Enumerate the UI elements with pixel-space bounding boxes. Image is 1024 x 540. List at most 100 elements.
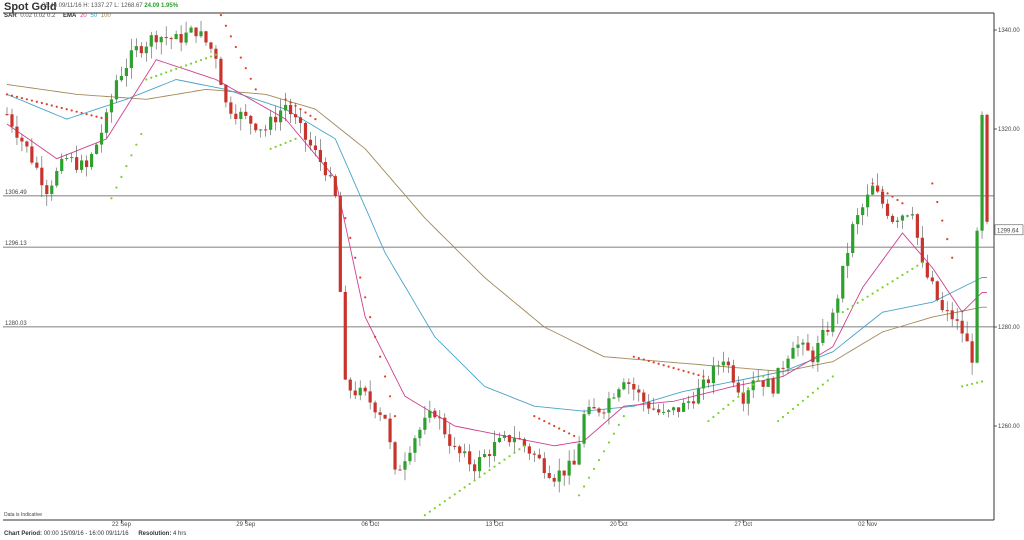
candle: [328, 167, 332, 179]
candle-body: [985, 114, 989, 222]
sar-dot: [856, 301, 859, 304]
candle: [597, 406, 601, 417]
candle: [308, 131, 313, 151]
candle: [875, 173, 880, 193]
sar-dot: [423, 514, 426, 517]
candle: [716, 360, 720, 376]
sar-dot: [383, 375, 387, 378]
candle: [343, 285, 347, 381]
candle-body: [761, 380, 765, 387]
candle-body: [443, 417, 447, 435]
candle: [965, 321, 969, 342]
sar-dot: [224, 24, 227, 27]
candle: [40, 156, 44, 198]
sar-dot: [219, 14, 223, 17]
sar-dot: [110, 197, 113, 200]
candle: [960, 309, 964, 343]
candle-body: [980, 114, 984, 231]
candle: [84, 155, 89, 177]
candle-body: [274, 116, 278, 123]
candle-body: [20, 137, 24, 142]
sar-dot: [946, 238, 949, 241]
candle: [950, 302, 954, 327]
candle: [358, 380, 362, 401]
sar-dot: [752, 383, 755, 386]
candle: [781, 360, 785, 376]
candle-body: [846, 253, 850, 266]
sar-dot: [677, 368, 680, 371]
candle-body: [497, 437, 502, 443]
candle: [910, 206, 915, 220]
sar-dot: [906, 270, 909, 274]
candle-body: [383, 414, 387, 419]
candle: [244, 103, 248, 120]
sar-dot: [543, 419, 546, 423]
sar-dot: [871, 292, 874, 295]
candle-body: [557, 470, 561, 482]
sar-dot: [379, 355, 382, 358]
candle: [512, 426, 517, 453]
candle: [438, 410, 442, 430]
sar-dot: [662, 364, 665, 367]
sar-dot: [289, 101, 292, 104]
candle: [890, 213, 895, 224]
candle-body: [552, 477, 556, 482]
sar-dot: [558, 427, 561, 430]
candle: [179, 25, 183, 52]
sar-dot: [971, 382, 974, 386]
sar-dot: [75, 110, 78, 113]
candle-body: [478, 457, 482, 472]
sar-dot: [234, 45, 237, 49]
candle-body: [572, 460, 576, 465]
level-label: 1306.49: [5, 190, 27, 196]
candle: [283, 92, 288, 122]
sar-dot: [742, 391, 745, 394]
sar-dot: [881, 286, 884, 289]
sar-dot: [493, 465, 496, 468]
candle: [741, 380, 745, 412]
candle-body: [75, 157, 79, 170]
candle-body: [109, 99, 114, 113]
candle: [970, 333, 974, 375]
sar-dot: [45, 103, 48, 106]
candle-body: [134, 46, 138, 51]
candle: [254, 122, 258, 133]
candle: [234, 104, 238, 125]
sar-dot: [30, 99, 33, 102]
candle: [224, 83, 228, 108]
sar-dot: [20, 96, 24, 100]
candle: [856, 208, 860, 235]
sar-dot: [269, 147, 272, 150]
candle: [378, 407, 382, 422]
instrument-title: Spot Gold: [4, 1, 57, 13]
sar-dot: [582, 485, 586, 488]
candle: [169, 36, 173, 49]
candle: [373, 400, 377, 419]
current-price-marker: 1299.64: [994, 224, 1024, 236]
candle: [219, 56, 223, 85]
candle-body: [617, 389, 621, 398]
candle: [318, 139, 323, 171]
candle: [582, 409, 586, 448]
candle-body: [771, 378, 775, 394]
ema-20-line: [6, 59, 987, 447]
candle: [388, 412, 392, 450]
candle-body: [875, 185, 880, 192]
sar-dot: [433, 507, 436, 510]
sar-dot: [249, 77, 252, 80]
period-value: 00:00 15/09/16 - 16:00 09/11/16: [43, 531, 129, 537]
sar-dot: [821, 383, 824, 386]
candle: [925, 254, 929, 280]
candle-body: [388, 418, 392, 443]
candle-body: [866, 194, 870, 208]
candle: [463, 443, 467, 458]
sar-dot: [388, 395, 392, 398]
sar-dot: [438, 503, 441, 506]
chart-frame: [3, 12, 995, 521]
sar-dot: [344, 217, 347, 220]
sar-dot: [80, 111, 83, 115]
candle-body: [139, 46, 143, 54]
candle-body: [99, 132, 104, 145]
sar-dot: [652, 361, 655, 364]
